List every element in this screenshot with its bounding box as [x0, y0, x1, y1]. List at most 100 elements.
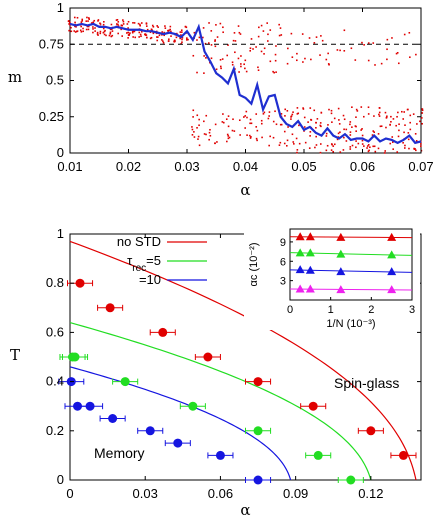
scatter-point [150, 36, 153, 39]
scatter-point [181, 41, 183, 43]
scatter-point [267, 40, 269, 42]
scatter-point [79, 29, 82, 32]
scatter-point [291, 56, 294, 58]
inset-marker [387, 267, 397, 276]
scatter-point [231, 63, 234, 66]
inset-marker [387, 250, 397, 259]
scatter-point [216, 36, 219, 38]
scatter-point [86, 16, 88, 19]
scatter-point [246, 116, 248, 119]
scatter-point [406, 108, 409, 111]
scatter-point [339, 151, 342, 153]
scatter-point [319, 54, 321, 56]
inset-marker [336, 285, 346, 294]
top-plot-frame [69, 7, 422, 154]
scatter-point [150, 28, 153, 31]
scatter-point [273, 71, 275, 74]
scatter-point [320, 35, 322, 37]
scatter-point [99, 30, 102, 33]
scatter-point [90, 22, 93, 24]
scatter-point [262, 30, 265, 32]
scatter-point [192, 54, 195, 57]
scatter-point [373, 145, 376, 148]
scatter-point [361, 128, 363, 130]
scatter-point [283, 130, 286, 133]
scatter-point [315, 36, 318, 38]
scatter-point [132, 21, 134, 24]
scatter-point [257, 66, 259, 69]
scatter-point [369, 146, 371, 149]
inset-marker [295, 248, 305, 257]
scatter-point [258, 26, 260, 29]
scatter-point [339, 49, 341, 52]
scatter-point [287, 126, 289, 128]
inset-marker [336, 267, 346, 276]
scatter-point [296, 113, 299, 115]
scatter-point [245, 110, 248, 113]
scatter-point [315, 135, 317, 138]
scatter-point [355, 125, 357, 128]
data-point [346, 475, 356, 485]
scatter-point [257, 35, 260, 38]
bottom-x-axis-label: α [240, 501, 250, 519]
x-tick-label: 0.04 [233, 159, 258, 174]
scatter-point [255, 126, 258, 128]
scatter-point [345, 140, 348, 142]
scatter-point [290, 32, 293, 35]
scatter-point [397, 111, 399, 114]
scatter-point [266, 22, 268, 24]
data-point [308, 401, 318, 411]
scatter-point [355, 108, 358, 111]
spin-glass-label: Spin-glass [334, 375, 399, 391]
scatter-point [164, 27, 167, 29]
scatter-point [227, 115, 230, 117]
scatter-point [231, 61, 234, 64]
scatter-point [167, 40, 170, 42]
scatter-point [284, 115, 286, 117]
scatter-point [103, 30, 106, 33]
scatter-point [139, 24, 141, 27]
scatter-point [138, 31, 141, 34]
scatter-point [198, 144, 201, 147]
scatter-point [152, 25, 155, 28]
scatter-point [121, 35, 123, 37]
scatter-point [175, 36, 178, 39]
y-tick-label: 0.6 [46, 324, 64, 339]
scatter-point [210, 57, 213, 60]
scatter-point [208, 138, 210, 141]
scatter-point [378, 107, 381, 109]
scatter-point [92, 28, 94, 30]
scatter-point [215, 68, 218, 71]
top-y-axis-label: m [8, 68, 22, 86]
data-point [105, 303, 115, 313]
scatter-point [85, 20, 88, 22]
scatter-point [228, 136, 231, 139]
scatter-point [94, 27, 96, 29]
scatter-point [298, 124, 300, 127]
scatter-point [214, 45, 217, 48]
scatter-point [92, 26, 94, 28]
scatter-point [252, 48, 254, 50]
data-point [398, 450, 408, 460]
scatter-point [96, 33, 99, 35]
scatter-point [356, 110, 359, 112]
scatter-point [296, 52, 298, 55]
scatter-point [203, 133, 206, 135]
scatter-point [286, 62, 289, 65]
scatter-point [361, 134, 364, 137]
scatter-point [367, 150, 370, 153]
scatter-point [383, 152, 386, 154]
scatter-point [176, 32, 178, 35]
scatter-point [92, 31, 94, 34]
phase-boundary-curves [69, 240, 417, 481]
scatter-point [279, 141, 282, 144]
x-tick-label: 0.12 [358, 486, 383, 501]
scatter-point [227, 125, 230, 128]
scatter-point [67, 20, 70, 22]
bottom-x-ticks: 0 0.03 0.06 0.09 0.12 [66, 234, 384, 501]
scatter-point [151, 24, 154, 27]
y-tick-label: 0.2 [46, 423, 64, 438]
inset-x-tick-label: 1 [328, 304, 334, 316]
scatter-point [280, 123, 283, 126]
scatter-point [275, 45, 277, 47]
